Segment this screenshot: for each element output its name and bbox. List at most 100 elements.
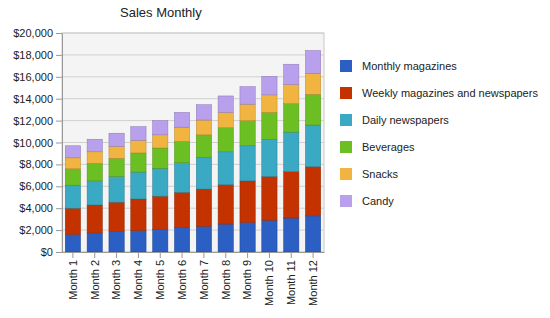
tick: $0 [41, 246, 62, 258]
bar-segment [87, 205, 102, 233]
tick-mark [313, 252, 314, 258]
bar-segment [131, 231, 146, 252]
bar-segment [262, 176, 277, 220]
bar-segment [174, 227, 189, 252]
plot: $0 $2,000 $4,000 $6,000 $8,000 $10,000 $12,000… [13, 27, 324, 306]
tick-label: $8,000 [19, 158, 53, 170]
bar-segment [153, 168, 168, 196]
bar-segment [196, 157, 211, 189]
legend-item: Monthly magazines [340, 60, 457, 72]
tick-mark [56, 99, 62, 100]
tick-label: Month 6 [176, 260, 188, 300]
bar-segment [240, 121, 255, 146]
bar-segment [109, 232, 124, 252]
legend-swatch [340, 87, 352, 99]
bar-segment [218, 185, 233, 224]
tick-label: Month 5 [154, 260, 166, 300]
bar-segment [284, 104, 299, 132]
bar-segment [262, 112, 277, 139]
tick-mark [138, 252, 139, 258]
tick: Month 4 [132, 252, 144, 300]
bar-segment [174, 141, 189, 162]
legend-item: Weekly magazines and newspapers [340, 87, 538, 99]
tick: $10,000 [13, 137, 62, 149]
bar-segment [174, 163, 189, 193]
tick-mark [56, 121, 62, 122]
series [65, 216, 320, 252]
bar-segment [109, 158, 124, 176]
tick-label: $12,000 [13, 115, 53, 127]
series [65, 51, 320, 158]
tick: Month 1 [67, 252, 79, 300]
grid-line [62, 54, 324, 55]
bar-segment [153, 135, 168, 148]
tick-label: Month 4 [132, 260, 144, 300]
bar-segment [131, 140, 146, 153]
bar-segment [218, 152, 233, 185]
tick-label: Month 12 [307, 260, 319, 306]
tick-mark [247, 252, 248, 258]
tick-mark [203, 252, 204, 258]
tick-label: $6,000 [19, 180, 53, 192]
tick-mark [56, 186, 62, 187]
tick-mark [160, 252, 161, 258]
bar-segment [284, 218, 299, 252]
legend: Monthly magazines Weekly magazines and ne… [340, 60, 538, 207]
bar-segment [196, 135, 211, 157]
bar-segment [196, 226, 211, 252]
tick-label: $4,000 [19, 202, 53, 214]
bar-segment [240, 104, 255, 120]
bar-segment [196, 105, 211, 120]
tick-mark [56, 55, 62, 56]
bar-segment [87, 152, 102, 163]
bar-segment [240, 87, 255, 105]
bar-segment [305, 94, 320, 125]
legend-swatch [340, 195, 352, 207]
series [65, 167, 320, 235]
bar-segment [153, 148, 168, 168]
y-axis: $0 $2,000 $4,000 $6,000 $8,000 $10,000 $12,000… [13, 27, 62, 258]
tick-label: $0 [41, 246, 53, 258]
axis-line [62, 34, 63, 253]
tick-label: Month 8 [220, 260, 232, 300]
legend-label: Beverages [362, 141, 415, 153]
bar-segment [131, 199, 146, 231]
tick: Month 11 [285, 252, 297, 305]
tick: $16,000 [13, 71, 62, 83]
bar-segment [65, 158, 80, 169]
tick: $2,000 [19, 224, 62, 236]
bar-segment [131, 172, 146, 199]
legend-swatch [340, 168, 352, 180]
bar-segment [305, 51, 320, 74]
bar-segment [196, 120, 211, 135]
tick: Month 3 [110, 252, 122, 300]
x-axis: Month 1Month 2Month 3Month 4Month 5Month… [63, 252, 325, 306]
tick-label: Month 10 [263, 260, 275, 306]
bar-segment [153, 196, 168, 229]
bar-segment [262, 220, 277, 252]
tick-mark [94, 252, 95, 258]
bar-segment [65, 234, 80, 252]
tick: $8,000 [19, 158, 62, 170]
axis-line [63, 252, 325, 253]
bar-segment [174, 192, 189, 227]
tick-label: $18,000 [13, 49, 53, 61]
bar-segment [131, 127, 146, 141]
tick: $14,000 [13, 93, 62, 105]
bar-segment [174, 127, 189, 141]
bar-segment [305, 167, 320, 216]
bar-segment [218, 112, 233, 127]
bars [65, 51, 320, 252]
chart: $0 $2,000 $4,000 $6,000 $8,000 $10,000 $12,000… [0, 0, 550, 318]
tick-label: $20,000 [13, 27, 53, 39]
bar-segment [218, 96, 233, 112]
tick-label: Month 11 [285, 260, 297, 305]
bar-segment [109, 133, 124, 146]
bar-segment [153, 121, 168, 135]
tick: Month 5 [154, 252, 166, 300]
tick: Month 7 [198, 252, 210, 300]
grid [62, 33, 324, 252]
bar-segment [262, 139, 277, 176]
tick-mark [56, 208, 62, 209]
bar-segment [65, 169, 80, 185]
